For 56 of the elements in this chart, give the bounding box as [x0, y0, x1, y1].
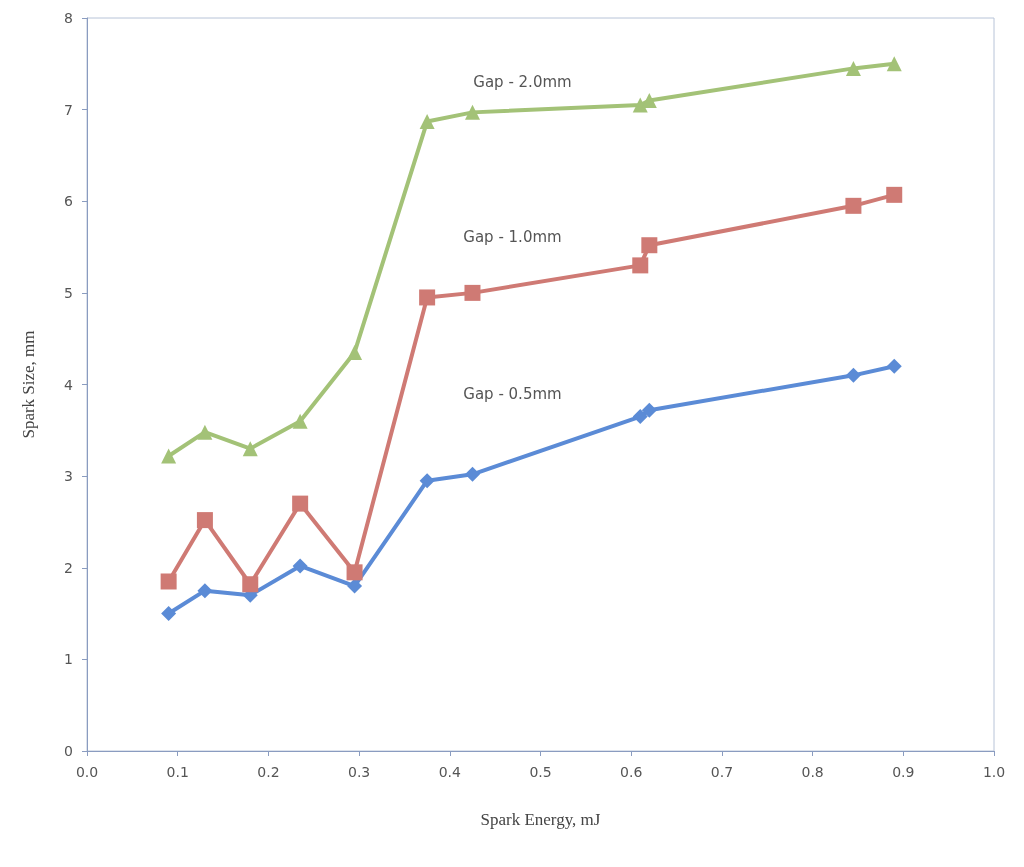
point	[197, 424, 213, 440]
point	[346, 564, 363, 581]
text: Gap - 1.0mm	[463, 228, 562, 247]
point	[419, 473, 435, 489]
x-tick-label: 0.1	[166, 764, 189, 780]
point	[641, 237, 658, 254]
x-tick-label: 0.2	[257, 764, 280, 780]
y-tick-label: 2	[64, 559, 73, 576]
point	[292, 558, 308, 574]
point	[419, 289, 436, 306]
point	[464, 284, 481, 301]
y-tick-label: 1	[64, 651, 73, 668]
y-tick-label: 4	[64, 376, 74, 393]
x-tick-label: 0.7	[710, 764, 734, 780]
point	[641, 402, 657, 418]
x-tick-label: 1.0	[982, 764, 1006, 780]
point	[292, 413, 308, 429]
x-tick-label: 0.0	[75, 764, 99, 780]
point	[886, 186, 903, 203]
y-tick-label: 5	[64, 284, 73, 301]
point	[161, 448, 177, 464]
point	[160, 573, 177, 590]
point	[632, 97, 648, 113]
point	[161, 606, 177, 622]
y-tick-label: 8	[64, 10, 73, 26]
point	[632, 409, 648, 425]
point	[292, 495, 309, 512]
y-tick-label: 6	[64, 193, 74, 210]
x-tick-label: 0.9	[892, 764, 915, 780]
point	[419, 114, 435, 130]
x-tick-label: 0.4	[438, 764, 462, 780]
point	[886, 358, 902, 374]
point	[242, 576, 259, 593]
x-tick-label: 0.6	[620, 764, 643, 780]
y-axis-title: Spark Size, mm	[19, 330, 38, 439]
series-label: Gap - 2.0mm	[473, 73, 572, 92]
point	[886, 56, 902, 72]
x-tick-label: 0.5	[529, 764, 552, 780]
text: Gap - 0.5mm	[463, 385, 562, 404]
point	[845, 367, 861, 383]
point	[845, 60, 861, 76]
point	[242, 441, 258, 457]
point	[464, 466, 480, 482]
point	[632, 257, 649, 274]
point	[464, 104, 480, 120]
y-tick-label: 0	[64, 743, 73, 759]
y-tick-label: 7	[64, 101, 73, 118]
x-axis-title: Spark Energy, mJ	[480, 810, 601, 829]
point	[347, 578, 363, 594]
point	[196, 512, 213, 529]
point	[347, 344, 363, 360]
point	[845, 197, 862, 214]
point	[197, 583, 213, 599]
x-tick-label: 0.3	[347, 764, 371, 780]
x-tick-label: 0.8	[801, 764, 824, 780]
y-tick-label: 3	[64, 468, 73, 485]
